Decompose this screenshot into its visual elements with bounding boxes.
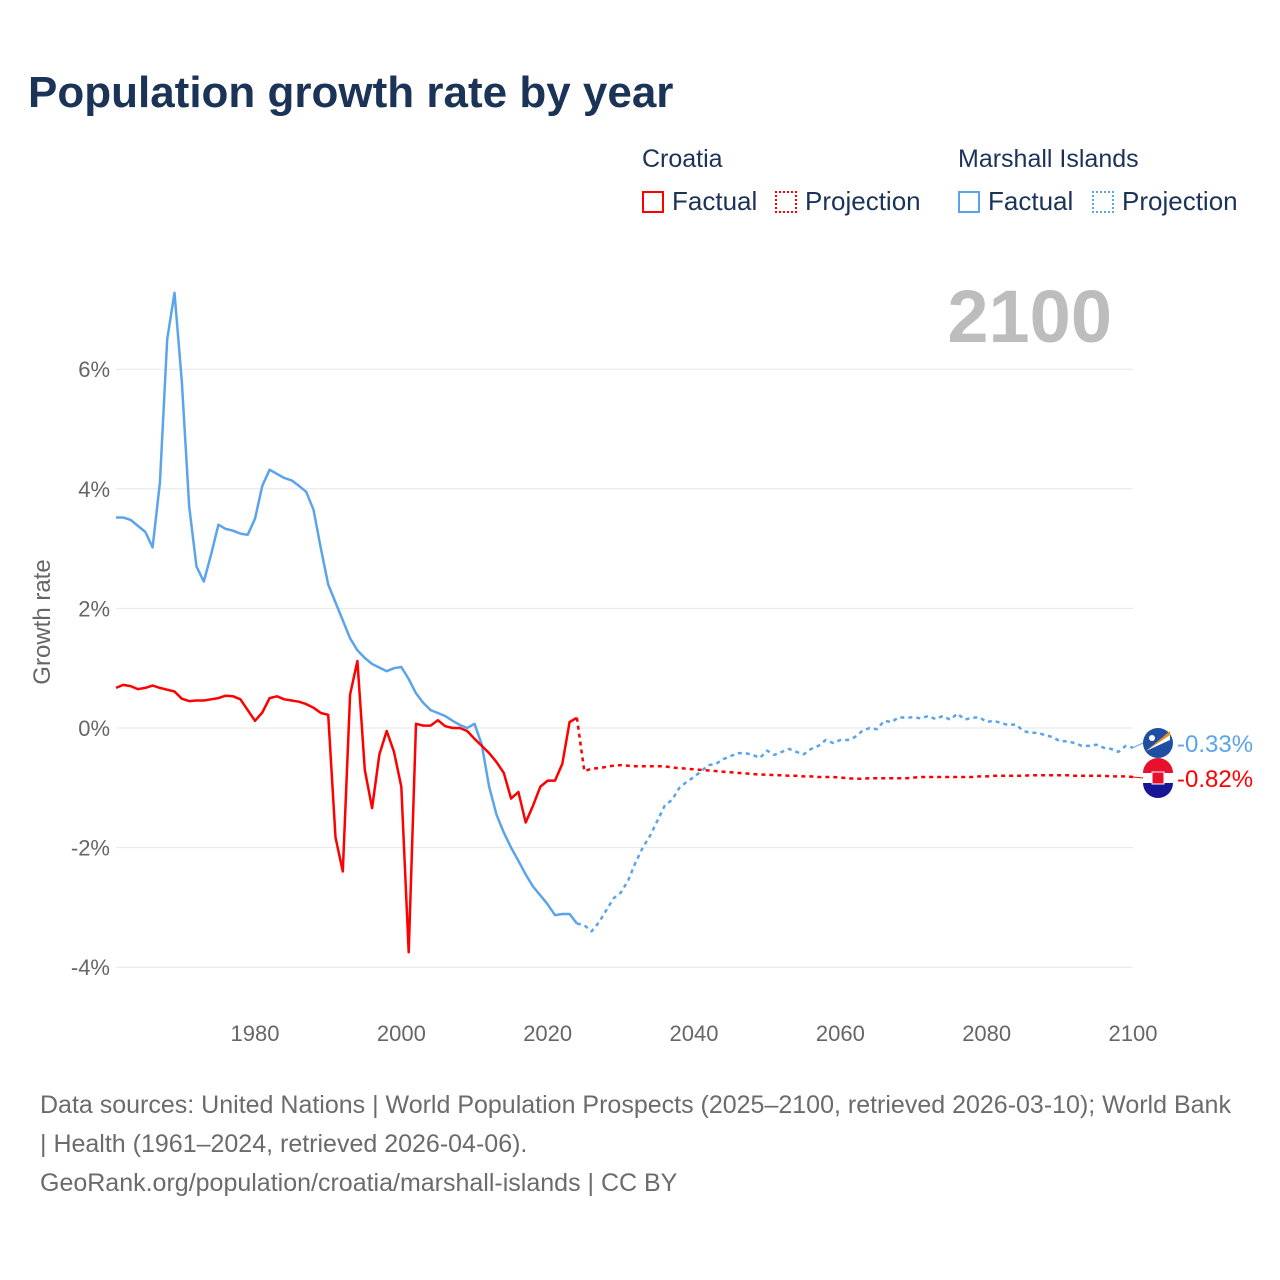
legend-group-croatia: Croatia (642, 145, 723, 173)
x-tick-label: 2000 (377, 1021, 426, 1046)
year-watermark: 2100 (947, 275, 1112, 358)
x-tick-label: 2020 (523, 1021, 572, 1046)
footer: Data sources: United Nations | World Pop… (40, 1086, 1240, 1203)
marshall-islands-factual-line (116, 291, 578, 925)
y-tick-label: 2% (78, 596, 110, 621)
chart-title: Population growth rate by year (28, 68, 674, 117)
legend-swatch-solid (958, 190, 980, 213)
y-axis-label: Growth rate (29, 559, 56, 684)
legend-marshall-factual[interactable]: Factual (958, 186, 1073, 217)
y-tick-label: -4% (71, 955, 110, 980)
source-link[interactable]: GeoRank.org/population/croatia/marshall-… (40, 1169, 678, 1197)
y-tick-label: -2% (71, 836, 110, 861)
croatia-factual-line (115, 659, 578, 954)
croatia-end-label: -0.82% (1177, 766, 1253, 793)
x-tick-label: 1980 (231, 1021, 280, 1046)
y-tick-label: 4% (78, 477, 110, 502)
y-tick-label: 6% (78, 357, 110, 382)
x-tick-label: 2080 (962, 1021, 1011, 1046)
legend-label: Factual (988, 186, 1074, 216)
x-tick-label: 2100 (1109, 1021, 1158, 1046)
legend-swatch-solid (642, 190, 664, 213)
x-tick-label: 2040 (670, 1021, 719, 1046)
croatia-projection-line (575, 717, 1134, 781)
marshall-islands-end-label: -0.33% (1177, 731, 1253, 758)
legend-label: Projection (805, 186, 921, 216)
x-tick-label: 2060 (816, 1021, 865, 1046)
legend-swatch-dotted (775, 190, 797, 213)
legend-label: Factual (672, 186, 758, 216)
legend-croatia-projection[interactable]: Projection (775, 186, 921, 217)
legend-label: Projection (1122, 186, 1238, 216)
line-chart: 6% 4% 2% 0% -2% -4% 1980 2000 2020 2040 2060 2080 21… (29, 275, 1253, 1046)
legend-swatch-dotted (1092, 190, 1114, 213)
legend-group-marshall-islands: Marshall Islands (958, 145, 1139, 173)
data-sources: Data sources: United Nations | World Pop… (40, 1091, 1231, 1158)
y-tick-label: 0% (78, 716, 110, 741)
marshall-islands-flag-icon (1143, 728, 1173, 758)
croatia-flag-icon (1143, 758, 1173, 798)
legend-croatia-factual[interactable]: Factual (642, 186, 757, 217)
marshall-islands-projection-line (576, 712, 1134, 933)
legend-marshall-projection[interactable]: Projection (1092, 186, 1238, 217)
